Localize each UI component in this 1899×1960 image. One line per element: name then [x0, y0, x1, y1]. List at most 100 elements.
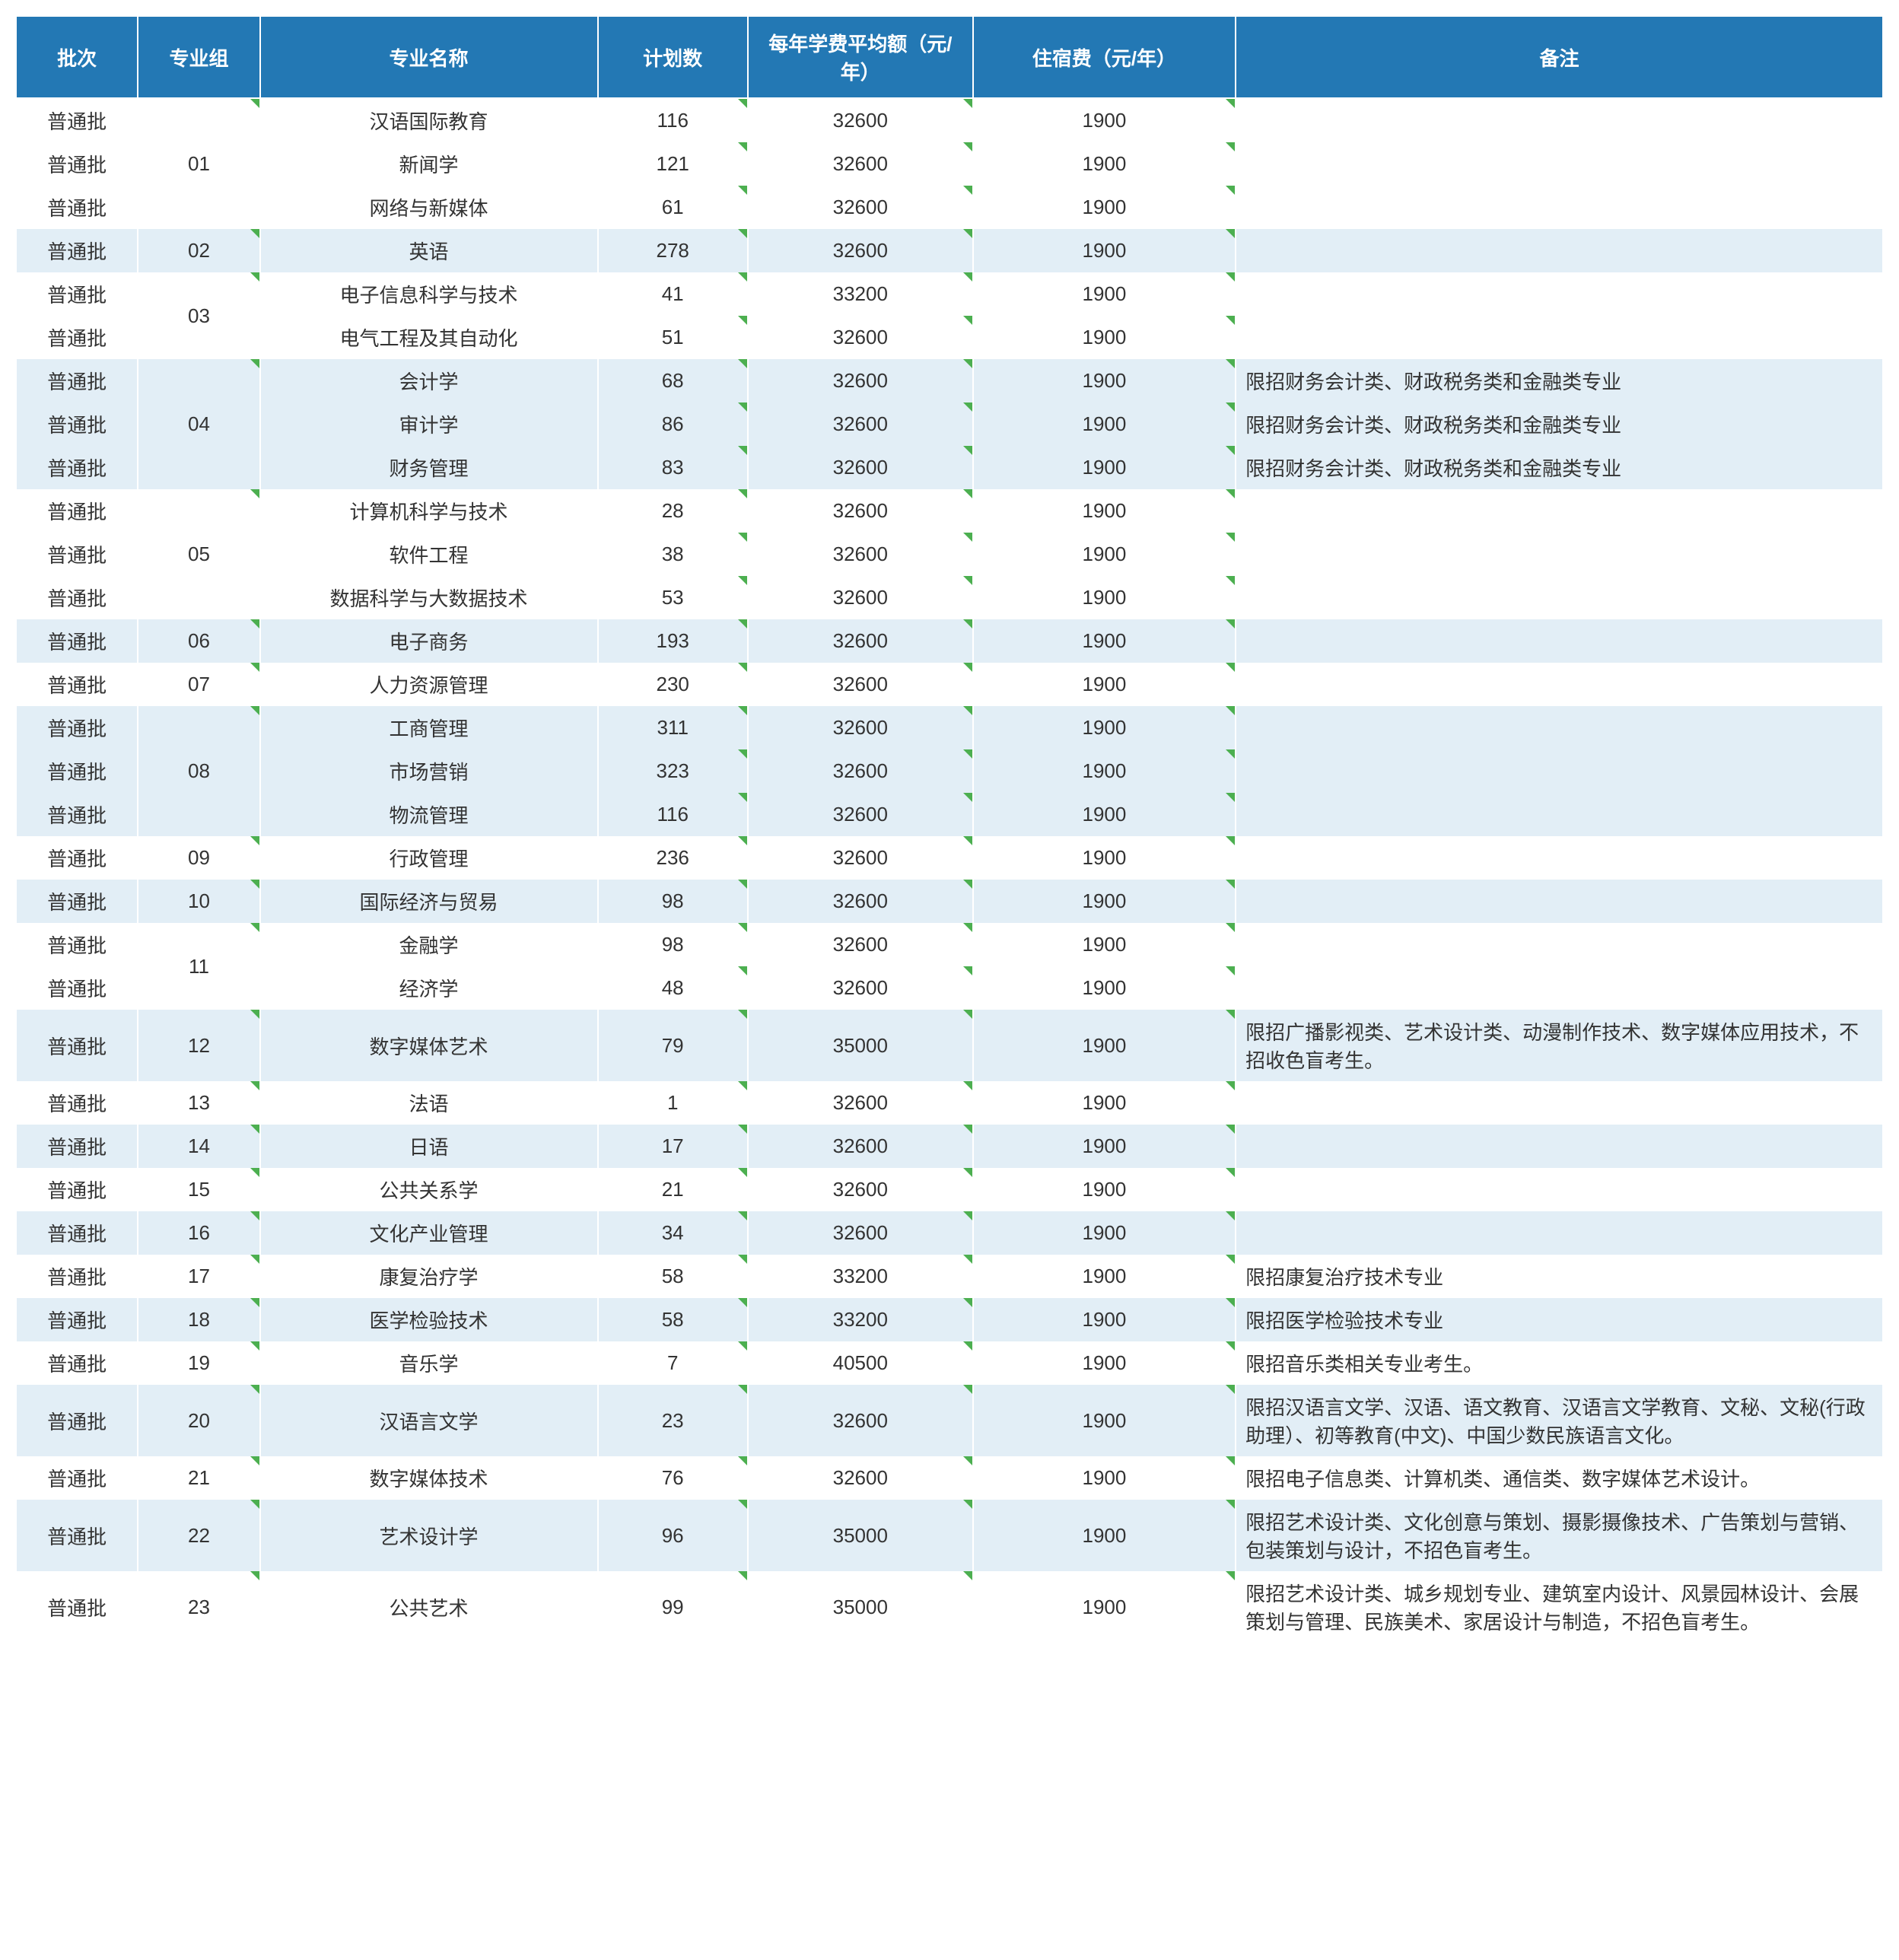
cell-batch: 普通批: [16, 576, 138, 619]
cell-major: 电子商务: [260, 619, 598, 663]
cell-remark: [1236, 619, 1883, 663]
cell-remark: [1236, 98, 1883, 142]
cell-major: 物流管理: [260, 793, 598, 836]
cell-tuition: 32600: [748, 749, 973, 793]
cell-remark: 限招电子信息类、计算机类、通信类、数字媒体艺术设计。: [1236, 1456, 1883, 1500]
cell-batch: 普通批: [16, 1298, 138, 1341]
cell-dorm: 1900: [973, 1456, 1236, 1500]
cell-major: 数字媒体技术: [260, 1456, 598, 1500]
cell-plan: 121: [598, 142, 748, 186]
cell-dorm: 1900: [973, 1211, 1236, 1255]
cell-remark: [1236, 533, 1883, 576]
cell-group: 18: [138, 1298, 259, 1341]
table-row: 普通批15公共关系学21326001900: [16, 1168, 1883, 1211]
cell-plan: 61: [598, 186, 748, 229]
table-row: 普通批08工商管理311326001900: [16, 706, 1883, 749]
cell-tuition: 32600: [748, 880, 973, 923]
table-row: 普通批16文化产业管理34326001900: [16, 1211, 1883, 1255]
cell-dorm: 1900: [973, 142, 1236, 186]
cell-group: 06: [138, 619, 259, 663]
cell-batch: 普通批: [16, 316, 138, 359]
cell-major: 艺术设计学: [260, 1500, 598, 1571]
cell-major: 法语: [260, 1081, 598, 1125]
cell-tuition: 32600: [748, 186, 973, 229]
cell-major: 音乐学: [260, 1341, 598, 1385]
table-row: 普通批18医学检验技术58332001900限招医学检验技术专业: [16, 1298, 1883, 1341]
cell-dorm: 1900: [973, 663, 1236, 706]
cell-group: 15: [138, 1168, 259, 1211]
cell-major: 经济学: [260, 966, 598, 1010]
cell-batch: 普通批: [16, 880, 138, 923]
cell-tuition: 35000: [748, 1500, 973, 1571]
cell-major: 汉语言文学: [260, 1385, 598, 1456]
cell-tuition: 32600: [748, 316, 973, 359]
cell-group: 01: [138, 98, 259, 229]
cell-major: 行政管理: [260, 836, 598, 880]
cell-group: 03: [138, 272, 259, 359]
cell-batch: 普通批: [16, 489, 138, 533]
cell-batch: 普通批: [16, 1081, 138, 1125]
cell-group: 12: [138, 1010, 259, 1081]
cell-plan: 51: [598, 316, 748, 359]
cell-major: 公共关系学: [260, 1168, 598, 1211]
cell-tuition: 32600: [748, 966, 973, 1010]
table-row: 普通批物流管理116326001900: [16, 793, 1883, 836]
cell-tuition: 32600: [748, 1211, 973, 1255]
table-row: 普通批03电子信息科学与技术41332001900: [16, 272, 1883, 316]
table-row: 普通批软件工程38326001900: [16, 533, 1883, 576]
cell-major: 人力资源管理: [260, 663, 598, 706]
cell-remark: [1236, 142, 1883, 186]
cell-dorm: 1900: [973, 1010, 1236, 1081]
cell-remark: [1236, 576, 1883, 619]
cell-tuition: 32600: [748, 576, 973, 619]
cell-remark: 限招财务会计类、财政税务类和金融类专业: [1236, 402, 1883, 446]
cell-tuition: 32600: [748, 1125, 973, 1168]
cell-major: 网络与新媒体: [260, 186, 598, 229]
cell-batch: 普通批: [16, 229, 138, 272]
cell-batch: 普通批: [16, 1211, 138, 1255]
cell-remark: [1236, 880, 1883, 923]
cell-dorm: 1900: [973, 836, 1236, 880]
cell-group: 19: [138, 1341, 259, 1385]
cell-plan: 278: [598, 229, 748, 272]
cell-dorm: 1900: [973, 923, 1236, 966]
cell-remark: 限招艺术设计类、文化创意与策划、摄影摄像技术、广告策划与营销、包装策划与设计，不…: [1236, 1500, 1883, 1571]
cell-plan: 230: [598, 663, 748, 706]
table-row: 普通批13法语1326001900: [16, 1081, 1883, 1125]
cell-major: 计算机科学与技术: [260, 489, 598, 533]
cell-major: 康复治疗学: [260, 1255, 598, 1298]
cell-dorm: 1900: [973, 186, 1236, 229]
cell-tuition: 32600: [748, 533, 973, 576]
cell-dorm: 1900: [973, 446, 1236, 489]
table-row: 普通批09行政管理236326001900: [16, 836, 1883, 880]
cell-dorm: 1900: [973, 1341, 1236, 1385]
cell-dorm: 1900: [973, 533, 1236, 576]
cell-remark: [1236, 1168, 1883, 1211]
cell-tuition: 32600: [748, 229, 973, 272]
cell-remark: [1236, 1211, 1883, 1255]
table-row: 普通批22艺术设计学96350001900限招艺术设计类、文化创意与策划、摄影摄…: [16, 1500, 1883, 1571]
cell-batch: 普通批: [16, 446, 138, 489]
cell-tuition: 33200: [748, 272, 973, 316]
cell-major: 公共艺术: [260, 1571, 598, 1643]
table-row: 普通批10国际经济与贸易98326001900: [16, 880, 1883, 923]
cell-remark: [1236, 923, 1883, 966]
cell-remark: 限招康复治疗技术专业: [1236, 1255, 1883, 1298]
cell-tuition: 32600: [748, 446, 973, 489]
cell-dorm: 1900: [973, 229, 1236, 272]
table-row: 普通批财务管理83326001900限招财务会计类、财政税务类和金融类专业: [16, 446, 1883, 489]
cell-group: 20: [138, 1385, 259, 1456]
cell-tuition: 35000: [748, 1571, 973, 1643]
cell-plan: 23: [598, 1385, 748, 1456]
cell-dorm: 1900: [973, 1255, 1236, 1298]
cell-dorm: 1900: [973, 1500, 1236, 1571]
cell-dorm: 1900: [973, 1125, 1236, 1168]
cell-batch: 普通批: [16, 272, 138, 316]
cell-remark: 限招汉语言文学、汉语、语文教育、汉语言文学教育、文秘、文秘(行政助理）、初等教育…: [1236, 1385, 1883, 1456]
col-header-tuition: 每年学费平均额（元/年）: [748, 16, 973, 98]
cell-group: 04: [138, 359, 259, 489]
table-row: 普通批04会计学68326001900限招财务会计类、财政税务类和金融类专业: [16, 359, 1883, 402]
cell-group: 02: [138, 229, 259, 272]
cell-plan: 58: [598, 1255, 748, 1298]
cell-batch: 普通批: [16, 619, 138, 663]
